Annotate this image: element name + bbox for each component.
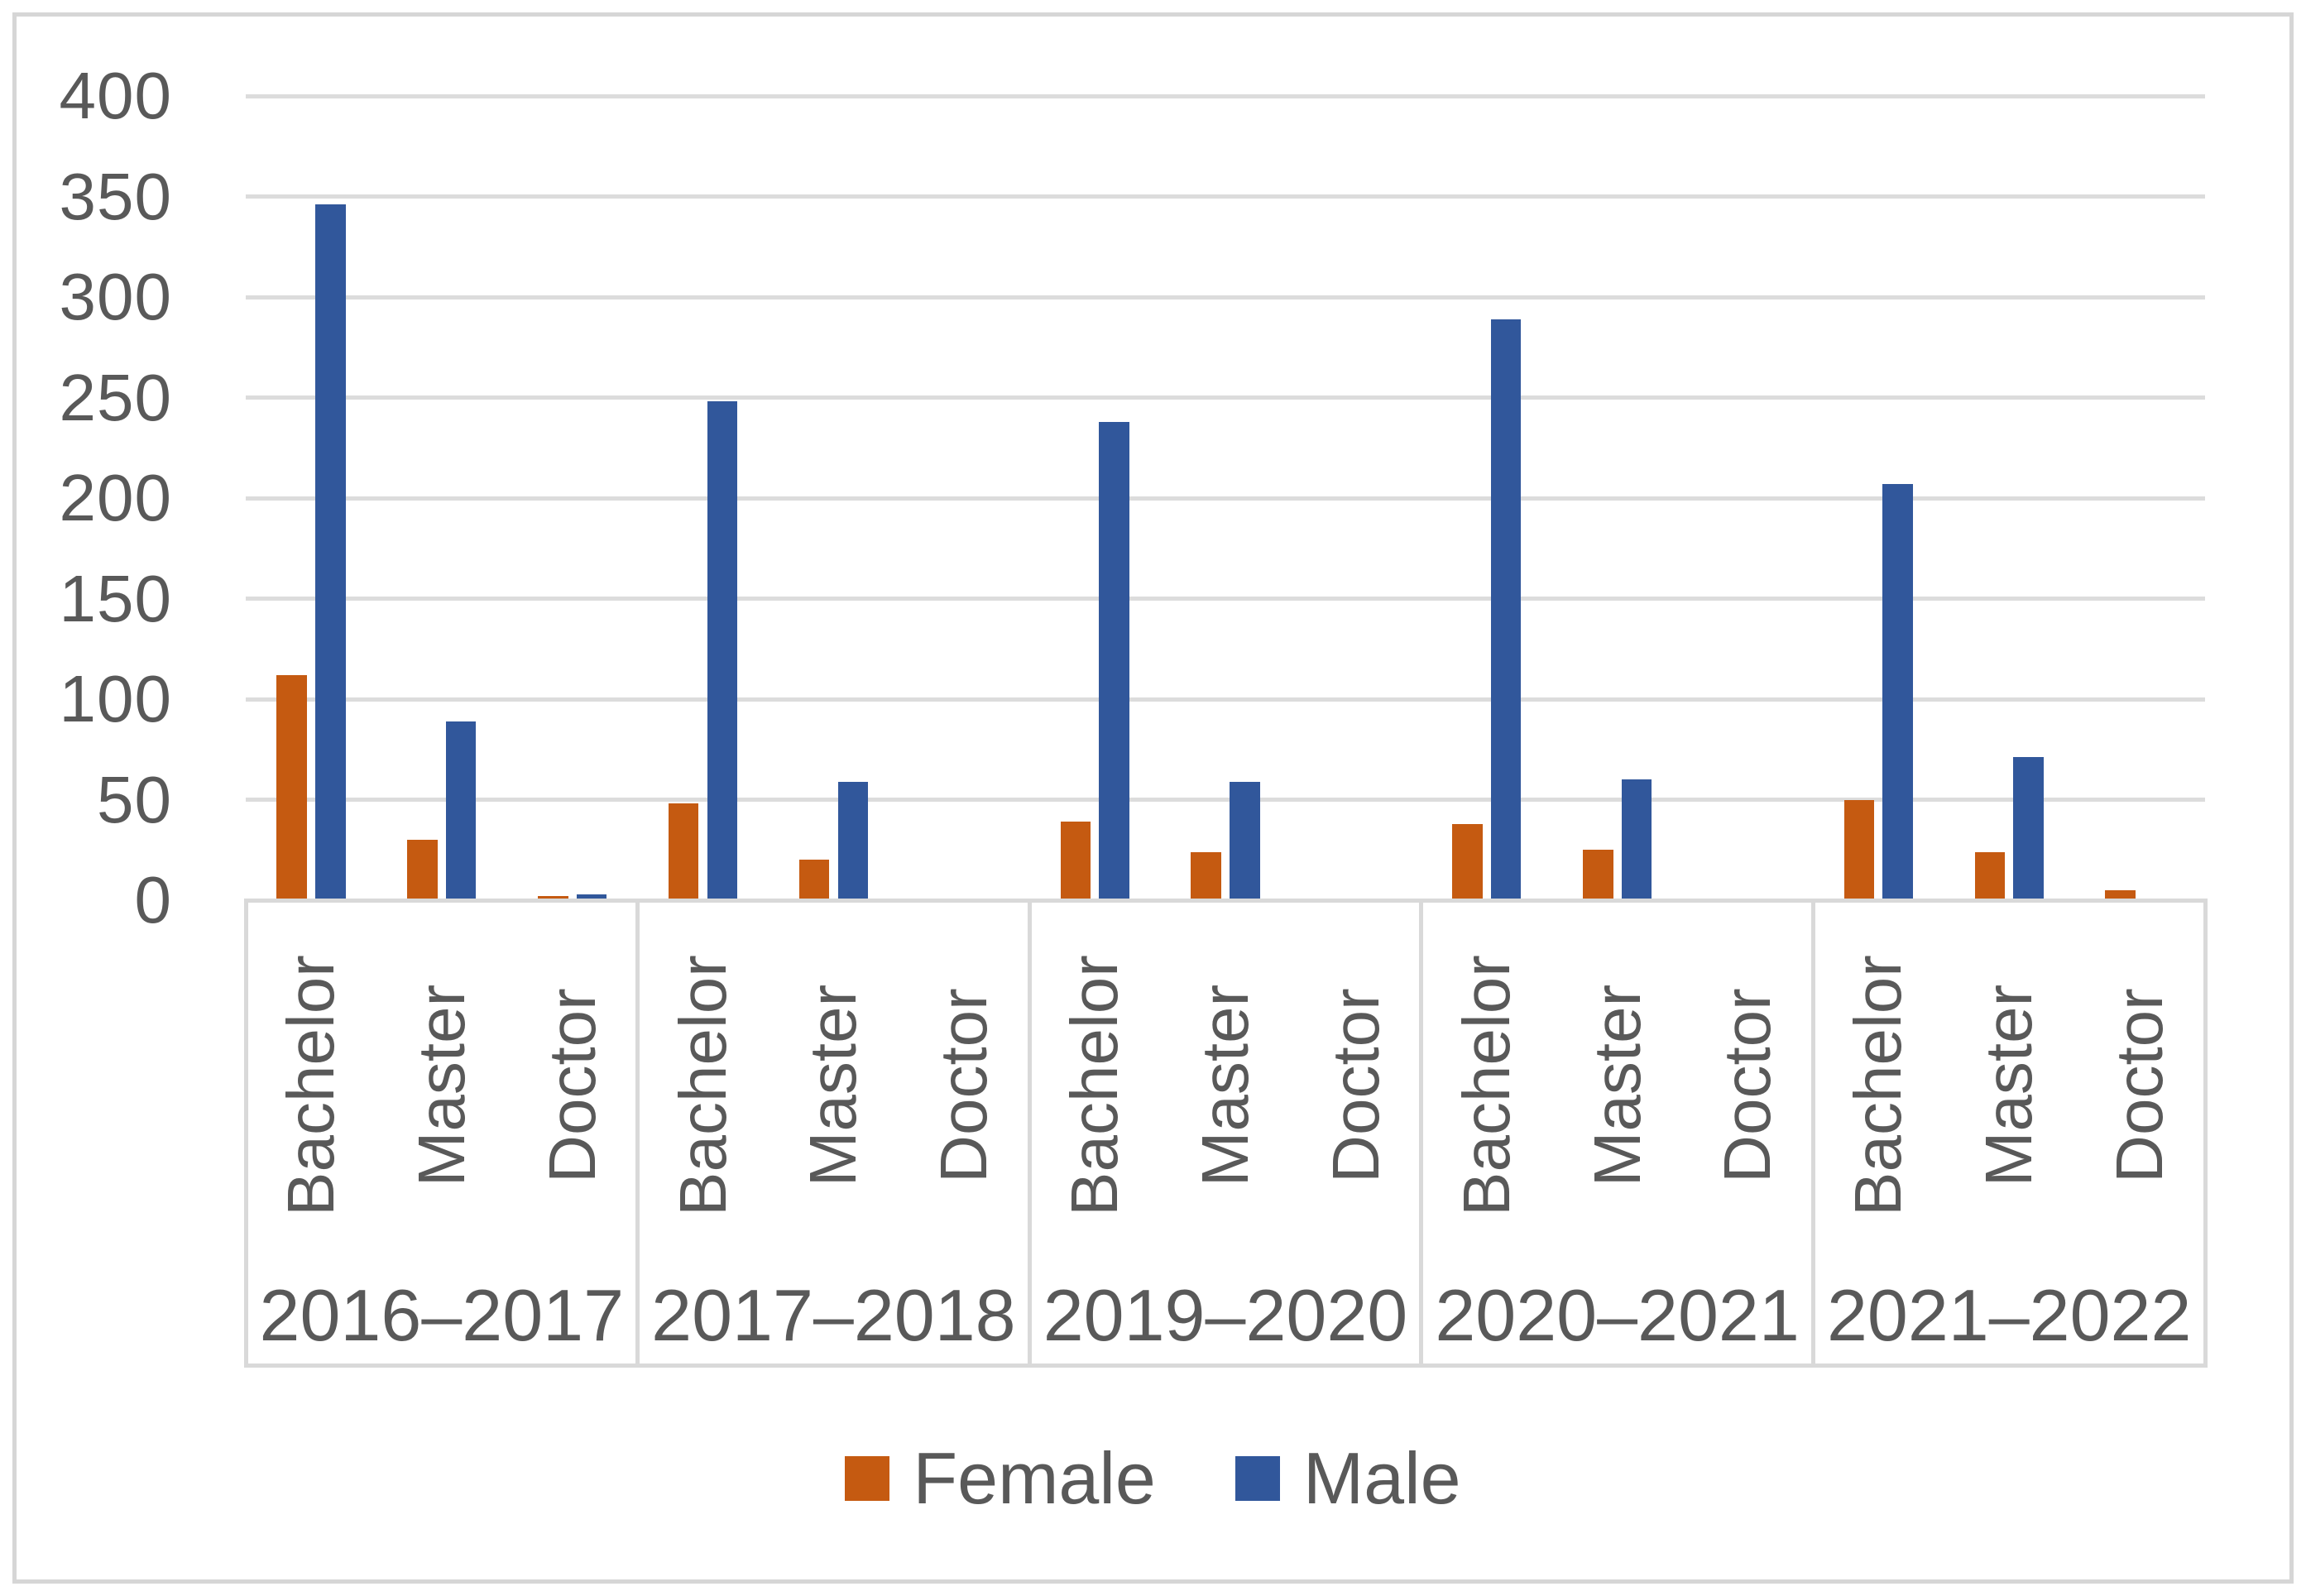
- y-axis-tick-label: 150: [59, 561, 172, 635]
- group-separator: [1027, 900, 1032, 1368]
- y-axis-tick-label: 200: [59, 461, 172, 534]
- category-label: Bachelor: [665, 955, 740, 1216]
- gridline: [246, 597, 2205, 601]
- legend: Female Male: [0, 1436, 2306, 1521]
- bar-female: [798, 860, 830, 900]
- bar-male: [1490, 319, 1522, 900]
- y-axis-tick-label: 400: [59, 59, 172, 132]
- gridline: [246, 295, 2205, 300]
- y-axis-tick-label: 350: [59, 159, 172, 233]
- bar-female: [1843, 799, 1875, 900]
- y-axis-tick-label: 50: [97, 762, 172, 836]
- bar-female: [1191, 851, 1221, 900]
- bar-female: [407, 840, 438, 900]
- y-axis-tick-label: 250: [59, 360, 172, 434]
- year-group-label: 2021–2022: [1826, 1274, 2192, 1356]
- gridline: [246, 93, 2205, 98]
- gridline: [246, 194, 2205, 199]
- category-label: Master: [796, 984, 870, 1187]
- category-label: Bachelor: [1449, 955, 1523, 1216]
- bar-male: [2013, 757, 2044, 900]
- gridline: [246, 395, 2205, 400]
- legend-item-female: Female: [845, 1436, 1156, 1521]
- category-axis-box: [243, 898, 2208, 1368]
- bar-male: [576, 894, 607, 900]
- y-axis-tick-label: 100: [59, 662, 172, 736]
- gridline: [246, 496, 2205, 501]
- bar-female: [1974, 851, 2006, 900]
- bar-male: [1621, 779, 1652, 900]
- y-axis-tick-label: 300: [59, 260, 172, 333]
- category-label: Bachelor: [1841, 955, 1915, 1216]
- category-label: Master: [1580, 984, 1654, 1187]
- group-separator: [1419, 900, 1424, 1368]
- year-group-label: 2020–2021: [1435, 1274, 1800, 1356]
- bar-male: [837, 781, 868, 900]
- category-label: Master: [1188, 984, 1262, 1187]
- legend-label: Female: [913, 1437, 1156, 1519]
- bar-male: [707, 401, 738, 900]
- group-separator: [635, 900, 640, 1368]
- category-label: Bachelor: [273, 955, 348, 1216]
- year-group-label: 2016–2017: [259, 1274, 625, 1356]
- legend-label: Male: [1302, 1437, 1461, 1519]
- category-label: Bachelor: [1057, 955, 1132, 1216]
- category-label: Doctor: [535, 988, 609, 1183]
- category-label: Doctor: [1318, 988, 1393, 1183]
- bar-female: [276, 674, 307, 900]
- category-label: Doctor: [2102, 988, 2177, 1183]
- category-label: Master: [404, 984, 478, 1187]
- y-axis-tick-label: 0: [134, 863, 172, 937]
- gridline: [246, 697, 2205, 702]
- category-label: Doctor: [927, 988, 1001, 1183]
- legend-item-male: Male: [1235, 1436, 1461, 1521]
- bar-female: [668, 803, 699, 900]
- gridline: [246, 798, 2205, 802]
- legend-swatch-icon: [845, 1456, 890, 1501]
- bar-female: [1452, 823, 1483, 900]
- year-group-label: 2017–2018: [651, 1274, 1016, 1356]
- bar-male: [1882, 483, 1913, 900]
- category-label: Doctor: [1710, 988, 1785, 1183]
- year-group-label: 2019–2020: [1043, 1274, 1408, 1356]
- bar-female: [1583, 850, 1613, 900]
- bar-male: [1230, 781, 1260, 900]
- bar-male: [445, 721, 477, 900]
- bar-female: [1060, 822, 1091, 900]
- group-separator: [1810, 900, 1815, 1368]
- bar-female: [2105, 889, 2136, 900]
- legend-swatch-icon: [1235, 1456, 1280, 1501]
- bar-male: [315, 204, 346, 900]
- bar-male: [1099, 421, 1129, 900]
- category-label: Master: [1972, 984, 2046, 1187]
